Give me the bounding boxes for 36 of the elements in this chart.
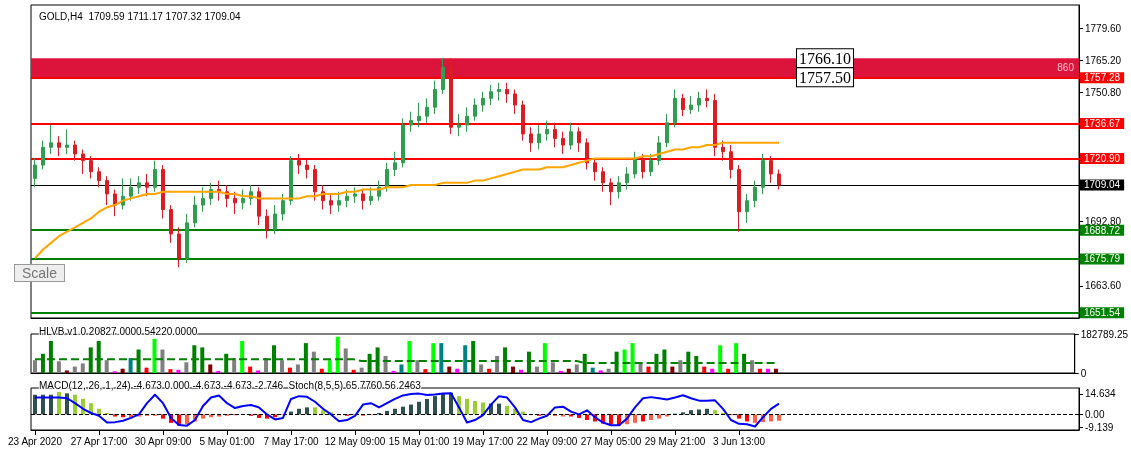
y-tick-label: -9.139 (1085, 421, 1114, 433)
y-tick-label: 0 (1080, 367, 1087, 379)
y-tick-label: 1779.60 (1085, 22, 1122, 34)
ref-line-label: 1675.79 (1084, 253, 1121, 265)
annotation: 1757.50 (799, 68, 851, 86)
y-tick-label: 182789.25 (1080, 328, 1129, 340)
annotation: Scale (22, 265, 58, 281)
x-tick-label: 27 Apr 17:00 (70, 435, 128, 447)
x-tick-label: 30 Apr 09:00 (134, 435, 192, 447)
ref-line-label: 1709.04 (1084, 179, 1121, 191)
chart-title: MACD(12, 26, 1, 24) -4.673 0.000 -4.673 -4.673 -2.746 Stoch(8,5,5) 65.7760 56.2463 (39, 379, 422, 391)
x-tick-label: 7 May 17:00 (263, 435, 319, 447)
x-tick-label: 23 Apr 2020 (8, 435, 63, 447)
ref-line-label: 1757.28 (1084, 72, 1121, 84)
x-tick-label: 27 May 05:00 (580, 435, 642, 447)
x-tick-label: 19 May 17:00 (452, 435, 514, 447)
text: GOLD,H4 1709.59 1711.17 1707.32 1709.04 (39, 10, 242, 22)
y-tick-label: 14.634 (1085, 388, 1117, 400)
annotation: 1766.10 (799, 49, 851, 67)
y-tick-label: 1750.80 (1085, 86, 1122, 98)
chart-title: HLVB v1.0 20827.0000 54220.0000 (39, 325, 198, 337)
y-tick-label: 1765.20 (1085, 54, 1122, 66)
ref-line-label: 1736.67 (1084, 118, 1121, 130)
ref-line-label: 1720.90 (1084, 153, 1121, 165)
y-tick-label: 1692.80 (1085, 215, 1122, 227)
x-tick-label: 12 May 09:00 (324, 435, 386, 447)
x-tick-label: 15 May 01:00 (388, 435, 450, 447)
x-tick-label: 5 May 01:00 (199, 435, 255, 447)
y-tick-label: 0.00 (1085, 408, 1105, 420)
x-tick-label: 29 May 21:00 (644, 435, 706, 447)
ref-line-label: 1651.54 (1084, 307, 1121, 319)
y-tick-label: 1663.60 (1085, 280, 1122, 292)
x-tick-label: 22 May 09:00 (516, 435, 578, 447)
x-tick-label: 3 Jun 13:00 (712, 435, 766, 447)
ref-line-label: 1688.72 (1084, 224, 1121, 236)
band-label: 860 (1057, 61, 1075, 73)
